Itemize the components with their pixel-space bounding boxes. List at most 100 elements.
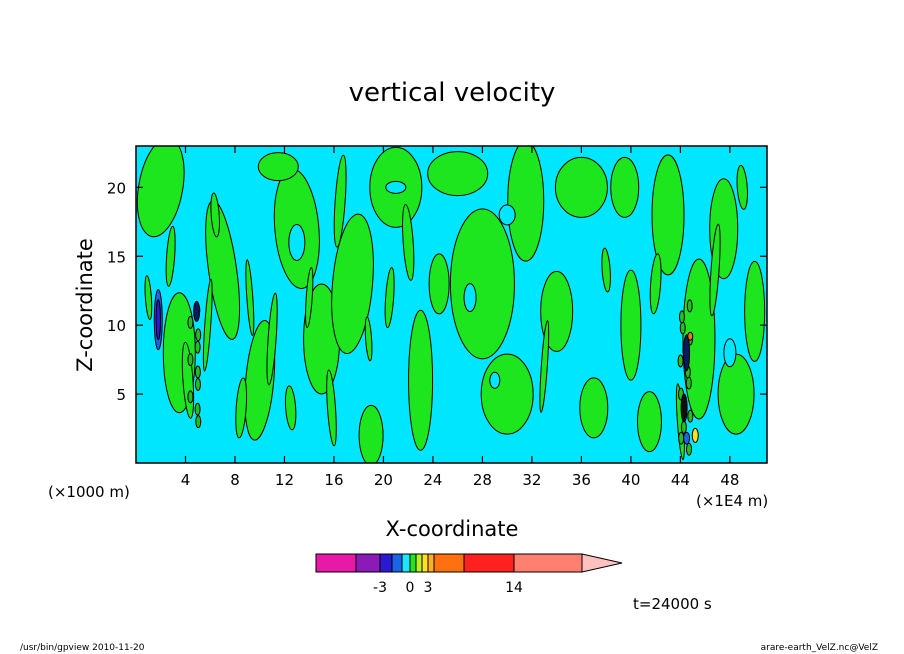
contour-cell <box>636 391 662 453</box>
contour-cell <box>717 353 755 435</box>
chart-title: vertical velocity <box>349 78 556 108</box>
contour-cell <box>235 377 248 439</box>
contour-cell <box>288 223 306 261</box>
colorbar-segment <box>415 553 423 573</box>
contour-cell <box>691 427 699 443</box>
contour-cell <box>449 208 515 360</box>
contour-cell <box>679 321 686 335</box>
contour-cell <box>136 146 185 238</box>
contour-cell <box>284 385 297 431</box>
colorbar-segment <box>463 553 515 573</box>
y-tick-label: 20 <box>107 179 126 197</box>
contour-cell <box>165 225 176 287</box>
contour-cell <box>678 431 685 445</box>
contour-cell <box>402 204 415 281</box>
contour-cell <box>651 154 685 276</box>
contour-cell <box>601 247 611 293</box>
contour-cell <box>408 309 434 451</box>
x-tick-label: 8 <box>230 471 240 489</box>
contour-cell <box>507 146 545 262</box>
x-tick-label: 20 <box>374 471 393 489</box>
contour-cell <box>187 390 194 404</box>
contour-cell <box>257 152 299 182</box>
contour-cell <box>385 180 407 194</box>
x-unit-right: (×1E4 m) <box>696 492 768 510</box>
colorbar-segment <box>427 553 435 573</box>
colorbar: -3 0 3 14 <box>315 553 623 596</box>
contour-cell <box>194 365 201 379</box>
contour-cell <box>266 292 278 386</box>
colorbar-segment <box>315 553 357 573</box>
contour-cell <box>685 376 692 390</box>
colorbar-segment <box>379 553 393 573</box>
x-axis-label: X-coordinate <box>386 517 519 541</box>
contour-cell <box>194 402 201 416</box>
contour-cell <box>649 253 662 315</box>
y-tick-label: 15 <box>107 248 126 266</box>
colorbar-segment <box>401 553 411 573</box>
colorbar-segment <box>355 553 381 573</box>
colorbar-segment <box>409 553 417 573</box>
colorbar-label: 3 <box>424 580 433 596</box>
contour-cell <box>579 377 609 439</box>
contour-cell <box>744 260 766 362</box>
contour-cell <box>202 278 213 372</box>
colorbar-segment <box>391 553 403 573</box>
colorbar-label: 14 <box>505 580 523 596</box>
x-tick-label: 12 <box>275 471 294 489</box>
x-tick-label: 48 <box>720 471 739 489</box>
colorbar-extend-arrow <box>581 553 623 573</box>
contour-cell <box>554 156 608 218</box>
contour-cell <box>683 334 691 372</box>
contour-cell <box>539 320 550 413</box>
contour-cell <box>195 328 202 342</box>
y-tick-label: 10 <box>107 317 126 335</box>
contour-cell <box>326 369 337 447</box>
x-tick-label: 28 <box>473 471 492 489</box>
contour-cell <box>195 415 202 429</box>
contour-cell <box>680 420 687 434</box>
contour-cell <box>245 259 255 337</box>
contour-cell <box>463 283 477 313</box>
contour-fill <box>136 146 766 463</box>
contour-cell <box>686 442 693 456</box>
y-axis: 5 10 15 20 <box>107 179 767 404</box>
footer-left: /usr/bin/gpview 2010-11-20 <box>20 643 145 653</box>
contour-cell <box>305 267 314 329</box>
x-tick-label: 32 <box>522 471 541 489</box>
colorbar-segment <box>513 553 583 573</box>
contour-cell <box>427 151 489 197</box>
contour-cell <box>678 310 685 324</box>
x-tick-label: 40 <box>621 471 640 489</box>
contour-cell <box>687 409 694 423</box>
contour-cell <box>194 340 201 354</box>
contour-cell <box>677 354 684 368</box>
contour-cell <box>489 371 501 389</box>
contour-cell <box>428 253 450 315</box>
contour-cell <box>610 156 640 218</box>
contour-cell <box>331 213 374 355</box>
contour-cell <box>358 404 384 463</box>
y-axis-label: Z-coordinate <box>73 238 97 372</box>
footer-right: arare-earth_VelZ.nc@VelZ <box>761 643 878 653</box>
colorbar-label: 0 <box>406 580 415 596</box>
x-tick-label: 4 <box>181 471 191 489</box>
contour-cell <box>723 338 737 368</box>
contour-cell <box>686 299 693 313</box>
colorbar-label: -3 <box>373 580 387 596</box>
contour-cell <box>687 331 694 341</box>
x-axis: 4 8 12 16 20 24 28 32 36 40 44 48 <box>181 146 739 489</box>
plot-frame <box>135 145 768 464</box>
x-tick-label: 36 <box>572 471 591 489</box>
contour-cell <box>384 267 395 329</box>
contour-cell <box>620 269 642 381</box>
time-annotation: t=24000 s <box>633 595 712 613</box>
x-unit-left: (×1000 m) <box>48 483 130 501</box>
x-tick-label: 44 <box>671 471 690 489</box>
contour-cell <box>364 316 373 362</box>
contour-cell <box>210 192 220 238</box>
contour-cell <box>194 377 201 391</box>
contour-cell <box>683 431 691 445</box>
colorbar-segment <box>433 553 465 573</box>
